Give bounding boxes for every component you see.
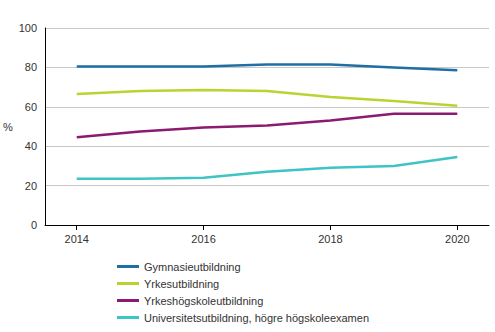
svg-text:%: % (3, 121, 13, 133)
svg-text:2014: 2014 (65, 233, 89, 245)
svg-text:60: 60 (25, 101, 37, 113)
svg-text:0: 0 (31, 219, 37, 231)
svg-text:2018: 2018 (318, 233, 342, 245)
svg-text:2020: 2020 (445, 233, 469, 245)
svg-text:Yrkesutbildning: Yrkesutbildning (144, 278, 219, 290)
svg-text:Yrkeshögskoleutbildning: Yrkeshögskoleutbildning (144, 295, 263, 307)
svg-text:Gymnasieutbildning: Gymnasieutbildning (144, 261, 241, 273)
svg-text:80: 80 (25, 61, 37, 73)
svg-text:2016: 2016 (191, 233, 215, 245)
svg-text:Universitetsutbildning, högre: Universitetsutbildning, högre högskoleex… (144, 312, 369, 324)
svg-text:20: 20 (25, 180, 37, 192)
svg-text:100: 100 (19, 22, 37, 34)
svg-text:40: 40 (25, 140, 37, 152)
